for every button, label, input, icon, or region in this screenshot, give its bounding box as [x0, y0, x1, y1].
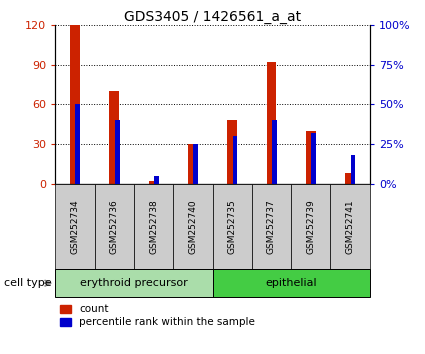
FancyBboxPatch shape [212, 184, 252, 269]
Bar [266, 62, 276, 184]
Bar [109, 91, 119, 184]
Bar [272, 120, 277, 184]
Title: GDS3405 / 1426561_a_at: GDS3405 / 1426561_a_at [124, 10, 301, 24]
Text: epithelial: epithelial [265, 278, 317, 288]
Text: GSM252740: GSM252740 [188, 199, 197, 254]
FancyBboxPatch shape [55, 269, 212, 297]
Bar [351, 155, 355, 184]
Text: GSM252735: GSM252735 [228, 199, 237, 254]
Text: GSM252734: GSM252734 [71, 199, 79, 254]
Text: cell type: cell type [4, 278, 52, 288]
FancyBboxPatch shape [252, 184, 291, 269]
Bar [76, 104, 80, 184]
Bar [345, 173, 355, 184]
Legend: count, percentile rank within the sample: count, percentile rank within the sample [60, 304, 255, 327]
Text: GSM252739: GSM252739 [306, 199, 315, 254]
Bar [306, 131, 316, 184]
Bar [227, 120, 237, 184]
FancyBboxPatch shape [331, 184, 370, 269]
Text: erythroid precursor: erythroid precursor [80, 278, 188, 288]
Bar [233, 136, 238, 184]
FancyBboxPatch shape [173, 184, 212, 269]
FancyBboxPatch shape [134, 184, 173, 269]
FancyBboxPatch shape [94, 184, 134, 269]
Bar [188, 144, 198, 184]
Text: GSM252738: GSM252738 [149, 199, 158, 254]
Bar [154, 176, 159, 184]
Text: GSM252737: GSM252737 [267, 199, 276, 254]
Bar [312, 133, 316, 184]
Text: GSM252736: GSM252736 [110, 199, 119, 254]
FancyBboxPatch shape [55, 184, 94, 269]
Bar [193, 144, 198, 184]
FancyBboxPatch shape [291, 184, 331, 269]
Bar [149, 181, 159, 184]
FancyBboxPatch shape [212, 269, 370, 297]
Text: GSM252741: GSM252741 [346, 199, 354, 254]
Bar [115, 120, 119, 184]
Bar [70, 25, 80, 184]
